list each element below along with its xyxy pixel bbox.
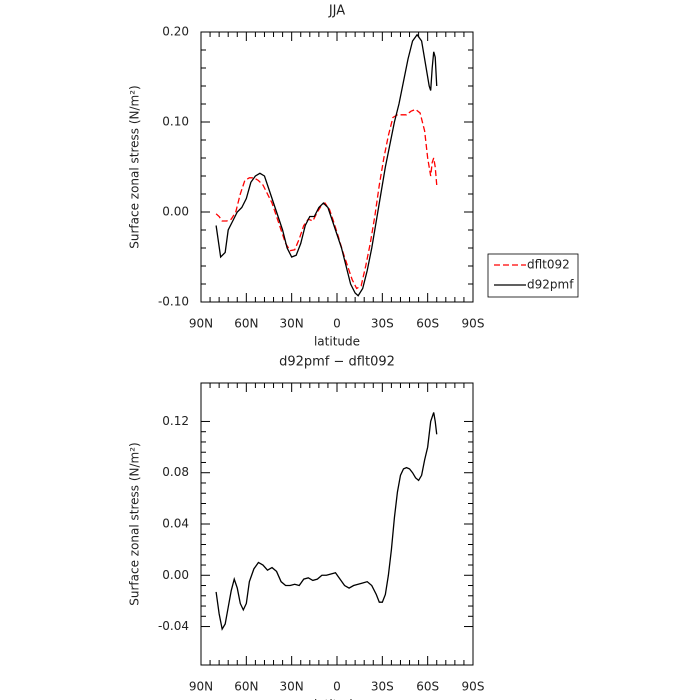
chart-title: JJA — [328, 4, 345, 19]
x-tick-label: 30S — [371, 317, 394, 331]
legend-label: dflt092 — [527, 258, 570, 272]
series-line — [215, 412, 438, 631]
x-tick-label: 30N — [280, 680, 304, 694]
x-tick-label: 60N — [234, 317, 258, 331]
legend-label: d92pmf — [527, 278, 574, 292]
y-axis-label: Surface zonal stress (N/m²) — [128, 85, 142, 249]
y-tick-label: -0.04 — [158, 619, 189, 633]
x-tick-label: 60S — [416, 680, 439, 694]
x-tick-label: 90N — [189, 680, 213, 694]
x-axis-label: latitude — [314, 335, 360, 349]
x-tick-label: 0 — [333, 317, 341, 331]
y-tick-label: 0.10 — [162, 115, 189, 129]
series-line — [215, 33, 438, 297]
x-tick-label: 0 — [333, 680, 341, 694]
y-tick-label: 0.12 — [162, 414, 189, 428]
chart-title: d92pmf − dflt092 — [279, 355, 395, 370]
y-tick-label: 0.08 — [162, 465, 189, 479]
y-tick-label: 0.20 — [162, 25, 189, 39]
x-tick-label: 30N — [280, 317, 304, 331]
x-tick-label: 90N — [189, 317, 213, 331]
y-tick-label: -0.10 — [158, 295, 189, 309]
plot-frame — [200, 31, 474, 303]
x-axis-label: latitude — [314, 698, 360, 700]
x-tick-label: 90S — [462, 680, 485, 694]
series-line — [215, 108, 438, 290]
x-tick-label: 90S — [462, 317, 485, 331]
y-tick-label: 0.04 — [162, 517, 189, 531]
y-tick-label: 0.00 — [162, 568, 189, 582]
x-tick-label: 30S — [371, 680, 394, 694]
x-tick-label: 60S — [416, 317, 439, 331]
plot-frame — [200, 382, 474, 666]
y-tick-label: 0.00 — [162, 205, 189, 219]
x-tick-label: 60N — [234, 680, 258, 694]
legend-box — [487, 253, 579, 298]
y-axis-label: Surface zonal stress (N/m²) — [128, 442, 142, 606]
